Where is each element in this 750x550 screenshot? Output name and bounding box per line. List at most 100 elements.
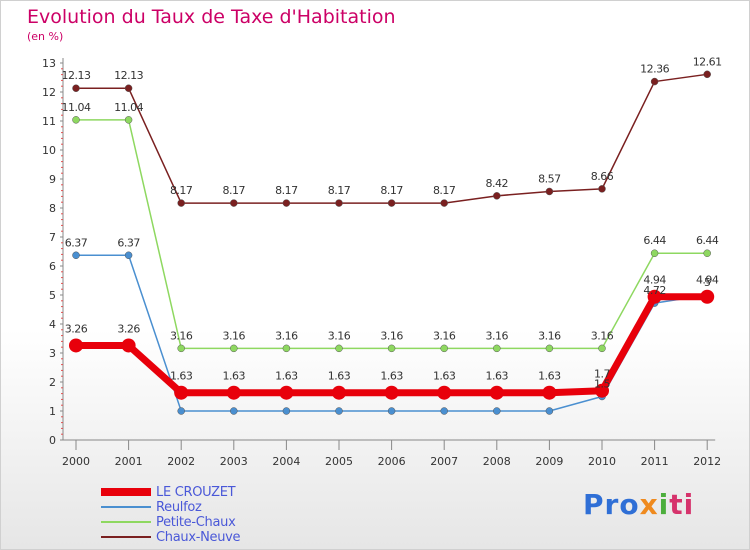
proxiti-logo: Proxiti [583,488,694,521]
y-tick-label: 8 [49,202,56,215]
x-tick-label: 2001 [115,455,143,468]
y-tick-label: 6 [49,260,56,273]
data-label: 3.16 [275,329,298,342]
x-tick-label: 2003 [220,455,248,468]
data-label: 12.13 [62,69,91,82]
y-tick-label: 7 [49,231,56,244]
data-label: 11.04 [62,101,91,114]
data-label: 3.16 [591,329,614,342]
logo-part-2: x [639,488,659,521]
data-label: 6.44 [696,234,719,247]
data-point [282,407,291,415]
x-tick-label: 2002 [167,455,195,468]
data-label: 1.63 [538,370,561,383]
series-line [76,119,708,350]
data-label: 8.57 [538,172,561,185]
series-le-crouzet [69,289,715,400]
data-point [647,289,662,304]
data-point [226,385,241,400]
data-label: 4.94 [696,274,719,287]
legend-swatch [101,506,151,508]
y-tick-label: 9 [49,173,56,186]
data-label: 12.36 [640,63,669,76]
data-label: 4.94 [643,274,666,287]
x-tick-label: 2010 [588,455,616,468]
data-label: 1.63 [170,370,193,383]
data-label: 1.5 [594,378,610,391]
data-label: 1.7 [594,368,610,381]
data-label: 1.63 [223,370,246,383]
data-point [440,407,448,415]
data-point [177,407,185,415]
data-label: 1.63 [275,370,298,383]
data-point [650,249,659,257]
data-point [335,344,343,353]
data-label: 8.17 [223,184,246,197]
data-point [384,385,399,400]
y-tick-label: 13 [42,57,56,70]
data-point [335,199,343,207]
data-point [332,385,346,400]
data-label: 8.17 [328,184,351,197]
data-point [282,344,291,353]
data-label: 6.37 [117,236,140,249]
data-point [72,84,80,92]
data-label: 3.26 [117,322,140,335]
y-tick-label: 11 [42,115,56,128]
data-point [177,344,185,353]
data-label: 3.16 [380,329,403,342]
data-point [545,187,554,196]
y-tick-label: 1 [49,405,56,418]
legend-swatch [101,536,151,538]
legend-swatch [101,488,151,496]
data-label: 1.63 [328,370,351,383]
legend-label: Chaux-Neuve [156,530,241,545]
y-tick-label: 2 [49,376,56,389]
y-tick-label: 12 [42,86,56,99]
data-point [493,344,501,353]
data-label: 8.17 [433,184,456,197]
data-point [703,70,711,79]
y-tick-label: 3 [49,347,56,360]
data-point [703,249,711,257]
data-point [440,344,448,353]
data-point [387,344,396,353]
data-label: 8.42 [486,177,509,190]
data-label: 3.16 [486,329,509,342]
data-point [282,199,291,207]
legend-label: Petite-Chaux [156,515,236,530]
data-point [493,407,501,415]
data-point [174,385,189,400]
data-point [124,84,133,92]
x-tick-label: 2006 [378,455,406,468]
series-layer [69,70,715,415]
data-label: 8.17 [275,184,298,197]
logo-part-4: ti [669,488,695,521]
x-tick-label: 2011 [641,455,669,468]
data-label: 8.17 [170,184,193,197]
x-tick-label: 2007 [430,455,458,468]
data-point [595,383,609,398]
data-label: 8.66 [591,170,614,183]
data-point [121,338,136,353]
x-tick-label: 2005 [325,455,353,468]
data-label: 12.61 [693,55,722,68]
data-point [387,199,396,207]
data-label: 3.16 [433,329,456,342]
data-point [387,407,396,415]
series-chaux-neuve [72,70,711,207]
data-point [124,251,133,260]
data-label: 3.16 [223,329,246,342]
y-tick-label: 4 [49,318,56,331]
data-point [440,199,448,207]
data-label: 6.44 [643,234,666,247]
y-axis-unit-label: (en %) [27,30,64,43]
data-point [335,407,343,415]
logo-part-1: Pro [583,488,640,521]
data-label: 1.63 [433,370,456,383]
data-point [598,185,606,193]
data-point [545,344,554,353]
data-point [124,116,133,124]
